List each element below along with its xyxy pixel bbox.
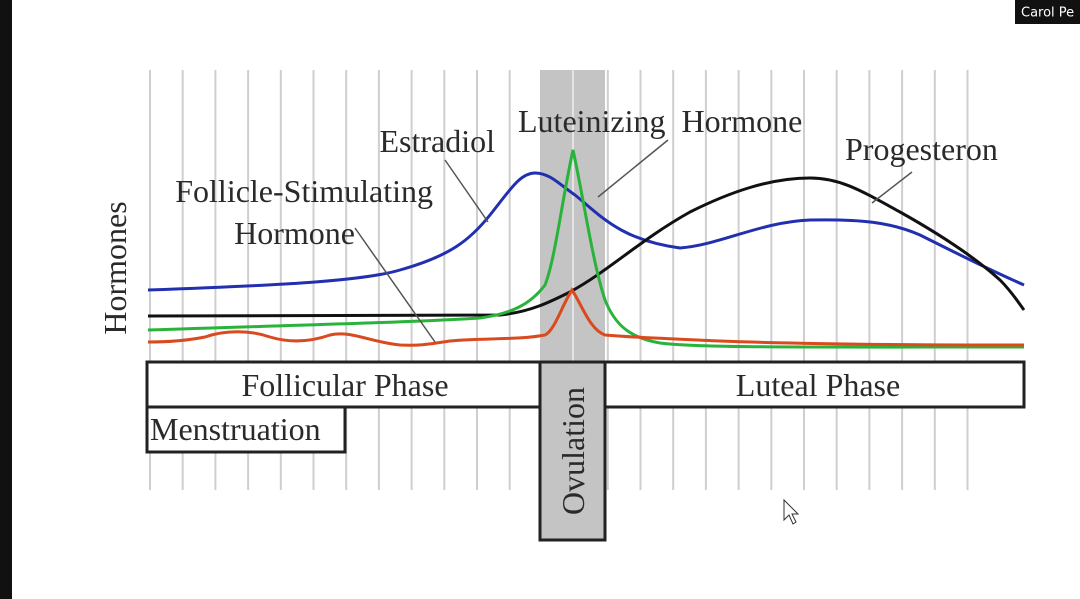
curve-label: Progesteron xyxy=(845,131,998,167)
curve-label: Hormone xyxy=(234,215,355,251)
phase-label: Luteal Phase xyxy=(736,367,900,403)
cursor xyxy=(783,498,800,525)
lh-curve xyxy=(147,149,1025,349)
ovulation-box xyxy=(538,360,607,542)
phase-label: Ovulation xyxy=(555,387,591,515)
participant-tag xyxy=(1015,0,1080,24)
participant-name: Carol Pe xyxy=(1021,6,1074,21)
leader-line xyxy=(871,171,913,204)
curve-label: Follicle-Stimulating xyxy=(175,173,433,209)
menstruation-box xyxy=(145,405,347,454)
axis-label: Hormones xyxy=(97,201,133,334)
leader-lines xyxy=(354,139,913,343)
left-edge xyxy=(0,0,12,599)
curve-label: Luteinizing Hormone xyxy=(518,103,802,139)
phase-label: Menstruation xyxy=(150,411,321,447)
leader-line xyxy=(354,227,436,343)
estradiol-curve xyxy=(147,171,1025,292)
phase-label: Follicular Phase xyxy=(241,367,448,403)
leader-line xyxy=(597,139,669,198)
leader-line xyxy=(444,159,489,223)
fsh-curve xyxy=(147,287,1025,347)
curve-label: Estradiol xyxy=(379,123,495,159)
curves xyxy=(147,149,1026,349)
